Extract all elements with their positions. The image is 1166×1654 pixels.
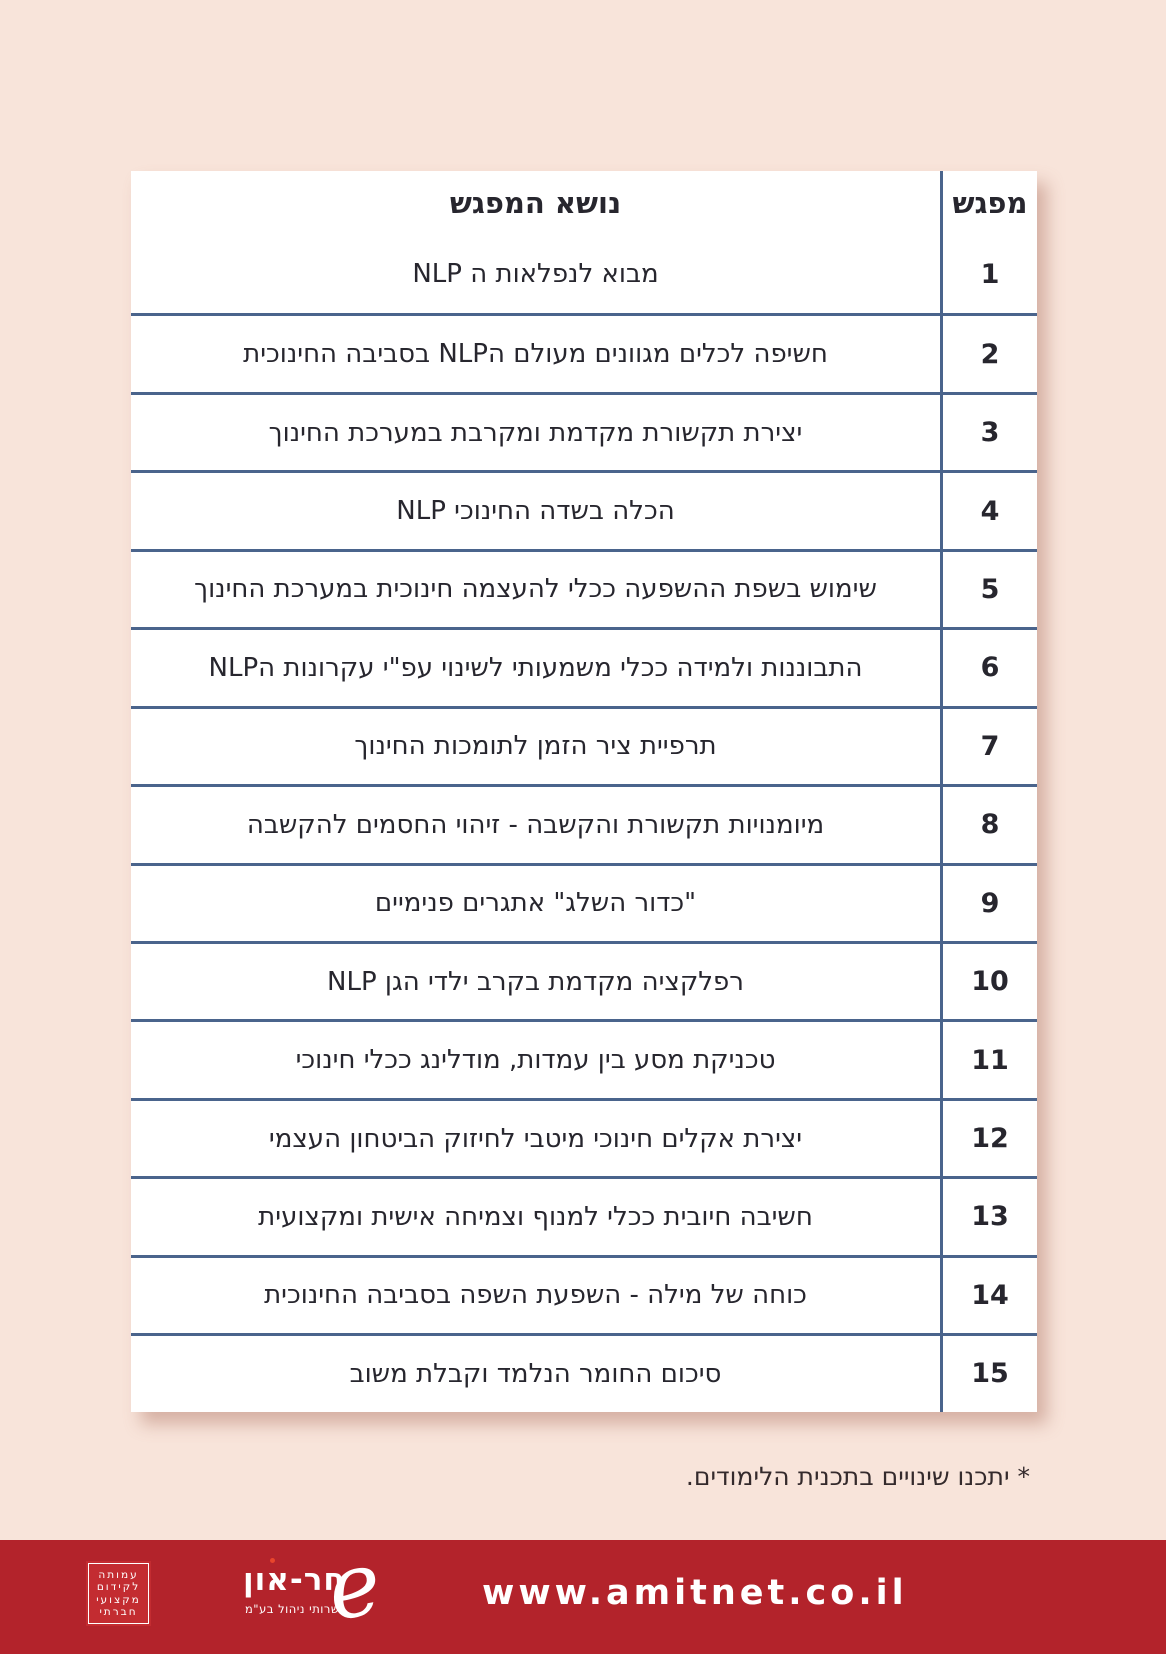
- session-topic: יצירת תקשורת מקדמת ומקרבת במערכת החינוך: [131, 391, 940, 470]
- table-row: מבוא לנפלאות ה NLP 1: [131, 235, 1037, 314]
- session-number: 7: [940, 705, 1037, 785]
- session-topic: יצירת אקלים חינוכי מיטבי לחיזוק הביטחון …: [131, 1097, 940, 1176]
- session-number: 3: [940, 391, 1037, 471]
- session-number: 11: [940, 1019, 1037, 1098]
- session-topic: טכניקת מסע בין עמדות, מודלינג ככלי חינוכ…: [131, 1019, 940, 1097]
- syllabus-disclaimer-note: * יתכנו שינויים בתכנית הלימודים.: [685, 1462, 1030, 1491]
- session-number: 9: [940, 862, 1037, 941]
- shahar-on-logo-subtitle: שרותי ניהול בע"מ: [245, 1602, 340, 1616]
- session-topic: שימוש בשפת ההשפעה ככלי להעצמה חינוכית במ…: [131, 548, 940, 627]
- table-row: מיומנויות תקשורת והקשבה - זיהוי החסמים ל…: [131, 784, 1037, 863]
- shahar-on-logo-name: חר-און: [243, 1562, 346, 1598]
- session-topic: מיומנויות תקשורת והקשבה - זיהוי החסמים ל…: [131, 784, 940, 862]
- association-logo-line: לקידום: [96, 1581, 141, 1593]
- table-header-row: נושא המפגש מפגש: [131, 171, 1037, 235]
- session-number: 14: [940, 1254, 1037, 1334]
- table-row: רפלקציה מקדמת בקרב ילדי הגן NLP 10: [131, 940, 1037, 1020]
- table-row: טכניקת מסע בין עמדות, מודלינג ככלי חינוכ…: [131, 1019, 1037, 1098]
- table-row: יצירת תקשורת מקדמת ומקרבת במערכת החינוך 3: [131, 391, 1037, 471]
- session-topic: סיכום החומר הנלמד וקבלת משוב: [131, 1333, 940, 1411]
- session-number: 2: [940, 313, 1037, 392]
- table-row: יצירת אקלים חינוכי מיטבי לחיזוק הביטחון …: [131, 1097, 1037, 1177]
- session-topic: כוחה של מילה - השפעת השפה בסביבה החינוכי…: [131, 1254, 940, 1333]
- table-row: התבוננות ולמידה ככלי משמעותי לשינוי עפ"י…: [131, 627, 1037, 706]
- session-topic: תרפיית ציר הזמן לתומכות החינוך: [131, 705, 940, 784]
- session-number: 10: [940, 940, 1037, 1020]
- session-number: 8: [940, 784, 1037, 863]
- table-row: שימוש בשפת ההשפעה ככלי להעצמה חינוכית במ…: [131, 548, 1037, 628]
- table-row: חשיפה לכלים מגוונים מעולם הNLP בסביבה הח…: [131, 313, 1037, 392]
- shahar-on-logo: e חר-און שרותי ניהול בע"מ: [243, 1530, 389, 1651]
- table-row: הכלה בשדה החינוכי NLP 4: [131, 470, 1037, 549]
- association-logo-line: חברתי: [99, 1606, 138, 1618]
- session-number: 4: [940, 470, 1037, 549]
- session-column-header: מפגש: [940, 171, 1037, 235]
- table-row: כוחה של מילה - השפעת השפה בסביבה החינוכי…: [131, 1254, 1037, 1334]
- topic-column-header: נושא המפגש: [449, 186, 622, 220]
- website-url[interactable]: www.amitnet.co.il: [482, 1573, 908, 1613]
- session-topic: "כדור השלג" אתגרים פנימיים: [131, 862, 940, 941]
- session-topic: הכלה בשדה החינוכי NLP: [131, 470, 940, 548]
- session-number: 15: [940, 1333, 1037, 1412]
- session-topic: חשיבה חיובית ככלי למנוף וצמיחה אישית ומק…: [131, 1176, 940, 1254]
- footer-banner: עמותה לקידום מקצועי חברתי e חר-און שרותי…: [0, 1530, 1166, 1654]
- table-row: סיכום החומר הנלמד וקבלת משוב 15: [131, 1333, 1037, 1412]
- session-topic: התבוננות ולמידה ככלי משמעותי לשינוי עפ"י…: [131, 627, 940, 705]
- session-topic: רפלקציה מקדמת בקרב ילדי הגן NLP: [131, 940, 940, 1019]
- session-number: 5: [940, 548, 1037, 628]
- session-number: 12: [940, 1097, 1037, 1177]
- sessions-table: נושא המפגש מפגש מבוא לנפלאות ה NLP 1 חשיפה…: [131, 171, 1037, 1412]
- logo-dot-icon: [270, 1558, 275, 1563]
- session-topic: חשיפה לכלים מגוונים מעולם הNLP בסביבה הח…: [131, 313, 940, 391]
- association-logo: עמותה לקידום מקצועי חברתי: [86, 1561, 151, 1626]
- session-number: 1: [940, 235, 1037, 314]
- table-body: מבוא לנפלאות ה NLP 1 חשיפה לכלים מגוונים מ…: [131, 235, 1037, 1412]
- session-number: 13: [940, 1176, 1037, 1255]
- association-logo-line: מקצועי: [96, 1593, 141, 1606]
- session-number: 6: [940, 627, 1037, 706]
- table-row: תרפיית ציר הזמן לתומכות החינוך 7: [131, 705, 1037, 785]
- table-row: חשיבה חיובית ככלי למנוף וצמיחה אישית ומק…: [131, 1176, 1037, 1255]
- table-row: "כדור השלג" אתגרים פנימיים 9: [131, 862, 1037, 941]
- association-logo-line: עמותה: [98, 1568, 139, 1581]
- session-topic: מבוא לנפלאות ה NLP: [412, 259, 659, 290]
